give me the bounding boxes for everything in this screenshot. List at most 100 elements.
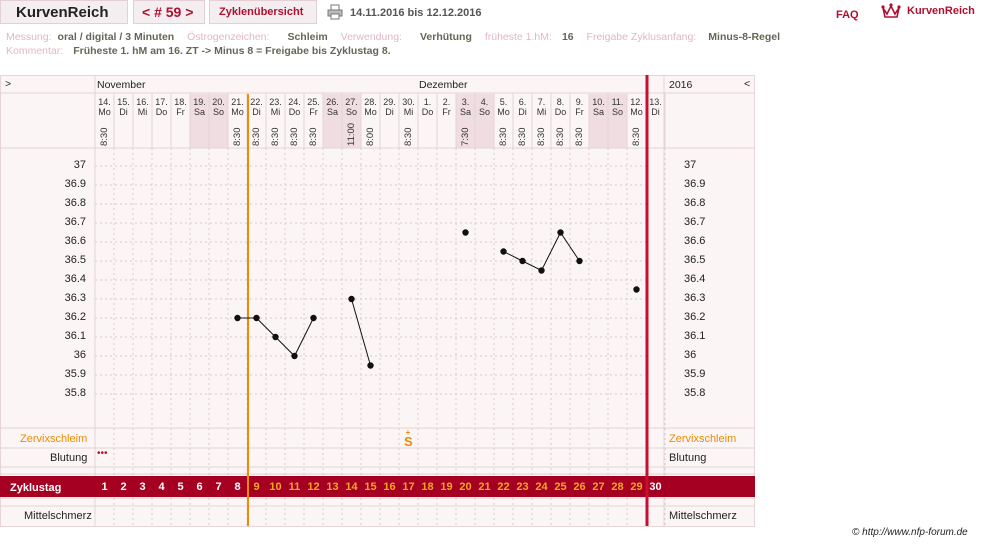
day-header[interactable]: 1. Do bbox=[418, 97, 437, 117]
cycle-day-number[interactable]: 1 bbox=[101, 481, 108, 493]
day-header[interactable]: 6. Di bbox=[513, 97, 532, 117]
cycle-day-number[interactable]: 30 bbox=[649, 481, 662, 493]
day-header[interactable]: 3. Sa bbox=[456, 97, 475, 117]
oestrogen-label: Östrogenzeichen: bbox=[187, 31, 270, 43]
cycle-day-number[interactable]: 28 bbox=[611, 481, 624, 493]
y-tick-label-right: 36.5 bbox=[684, 254, 706, 266]
day-header[interactable]: 4. So bbox=[475, 97, 494, 117]
overview-tab[interactable] bbox=[209, 0, 317, 24]
cycle-day-number[interactable]: 26 bbox=[573, 481, 586, 493]
y-tick-label-right: 36.3 bbox=[684, 292, 706, 304]
day-weekday: Di bbox=[385, 107, 394, 117]
brand-tab[interactable] bbox=[0, 0, 128, 24]
cycle-day-number[interactable]: 22 bbox=[497, 481, 510, 493]
day-header[interactable]: 13. Di bbox=[646, 97, 665, 117]
weekend-shade bbox=[342, 94, 361, 148]
day-header[interactable]: 10. Sa bbox=[589, 97, 608, 117]
day-header[interactable]: 11. So bbox=[608, 97, 627, 117]
cycle-day-number[interactable]: 17 bbox=[402, 481, 415, 493]
cycle-day-number[interactable]: 2 bbox=[120, 481, 127, 493]
print-icon[interactable] bbox=[327, 4, 343, 20]
day-header[interactable]: 5. Mo bbox=[494, 97, 513, 117]
temperature-point bbox=[272, 333, 279, 341]
measurement-time: 8:30 bbox=[232, 127, 243, 147]
day-header[interactable]: 18. Fr bbox=[171, 97, 190, 117]
cycle-day-number[interactable]: 10 bbox=[269, 481, 282, 493]
measurement-time: 8:30 bbox=[536, 127, 547, 147]
measurement-time: 8:30 bbox=[99, 127, 110, 147]
cycle-day-number[interactable]: 25 bbox=[554, 481, 567, 493]
day-header[interactable]: 2. Fr bbox=[437, 97, 456, 117]
cycle-nav-tab[interactable] bbox=[133, 0, 205, 24]
day-header[interactable]: 25. Fr bbox=[304, 97, 323, 117]
day-header[interactable]: 30. Mi bbox=[399, 97, 418, 117]
cycle-day-number[interactable]: 29 bbox=[630, 481, 643, 493]
day-header[interactable]: 9. Fr bbox=[570, 97, 589, 117]
y-tick-label: 35.9 bbox=[64, 368, 86, 380]
cycle-day-number[interactable]: 18 bbox=[421, 481, 434, 493]
cycle-day-number[interactable]: 15 bbox=[364, 481, 377, 493]
zervix-row-label: Zervixschleim bbox=[20, 433, 88, 445]
weekend-shade bbox=[190, 94, 209, 148]
cycle-day-number[interactable]: 9 bbox=[253, 481, 260, 493]
faq-link[interactable]: FAQ bbox=[836, 9, 859, 21]
day-header[interactable]: 14. Mo bbox=[95, 97, 114, 117]
y-tick-label-right: 36.1 bbox=[684, 330, 706, 342]
month-november: November bbox=[97, 79, 146, 91]
day-header[interactable]: 17. Do bbox=[152, 97, 171, 117]
cycle-day-number[interactable]: 16 bbox=[383, 481, 396, 493]
day-date: 30. bbox=[402, 97, 415, 107]
bleeding-marker[interactable]: ••• bbox=[97, 448, 108, 459]
day-header[interactable]: 15. Di bbox=[114, 97, 133, 117]
y-tick-label: 36.2 bbox=[64, 311, 86, 323]
cycle-day-number[interactable]: 8 bbox=[234, 481, 241, 493]
y-tick-label-right: 37 bbox=[684, 159, 697, 171]
y-tick-label-right: 36.8 bbox=[684, 197, 706, 209]
measurement-time: 8:30 bbox=[631, 127, 642, 147]
cycle-day-number[interactable]: 4 bbox=[158, 481, 165, 493]
cycle-day-number[interactable]: 14 bbox=[345, 481, 358, 493]
day-date: 22. bbox=[250, 97, 263, 107]
day-header[interactable]: 19. Sa bbox=[190, 97, 209, 117]
weekend-shade bbox=[608, 94, 627, 148]
cycle-day-number[interactable]: 6 bbox=[196, 481, 203, 493]
day-header[interactable]: 21. Mo bbox=[228, 97, 247, 117]
temperature-point bbox=[557, 229, 564, 236]
day-header[interactable]: 29. Di bbox=[380, 97, 399, 117]
y-tick-label: 37 bbox=[73, 159, 86, 171]
nav-prev-cycle[interactable]: > bbox=[5, 78, 12, 90]
day-weekday: Di bbox=[252, 107, 261, 117]
day-weekday: Sa bbox=[592, 107, 604, 117]
day-header[interactable]: 23. Mi bbox=[266, 97, 285, 117]
day-header[interactable]: 12. Mo bbox=[627, 97, 646, 117]
nav-next-cycle[interactable]: < bbox=[744, 78, 751, 90]
day-date: 20. bbox=[212, 97, 225, 107]
cycle-day-number[interactable]: 7 bbox=[215, 481, 222, 493]
cycle-day-number[interactable]: 3 bbox=[139, 481, 146, 493]
temperature-point bbox=[348, 295, 355, 303]
cycle-day-number[interactable]: 23 bbox=[516, 481, 529, 493]
day-header[interactable]: 16. Mi bbox=[133, 97, 152, 117]
day-header[interactable]: 28. Mo bbox=[361, 97, 380, 117]
day-header[interactable]: 24. Do bbox=[285, 97, 304, 117]
day-header[interactable]: 27. So bbox=[342, 97, 361, 117]
cycle-day-number[interactable]: 21 bbox=[478, 481, 491, 493]
cycle-day-number[interactable]: 5 bbox=[177, 481, 184, 493]
day-header[interactable]: 26. Sa bbox=[323, 97, 342, 117]
cycle-day-number[interactable]: 19 bbox=[440, 481, 453, 493]
cycle-day-number[interactable]: 11 bbox=[288, 481, 301, 493]
day-header[interactable]: 7. Mi bbox=[532, 97, 551, 117]
cycle-day-number[interactable]: 13 bbox=[326, 481, 339, 493]
cycle-number-nav[interactable]: < # 59 > bbox=[142, 4, 194, 20]
day-header[interactable]: 8. Do bbox=[551, 97, 570, 117]
overview-link[interactable]: Zyklenübersicht bbox=[219, 6, 304, 18]
day-date: 25. bbox=[307, 97, 320, 107]
cycle-day-number[interactable]: 27 bbox=[592, 481, 605, 493]
day-weekday: Sa bbox=[326, 107, 338, 117]
cycle-day-number[interactable]: 12 bbox=[307, 481, 320, 493]
cycle-day-number[interactable]: 24 bbox=[535, 481, 548, 493]
day-header[interactable]: 22. Di bbox=[247, 97, 266, 117]
day-weekday: Do bbox=[288, 107, 301, 117]
cycle-day-number[interactable]: 20 bbox=[459, 481, 472, 493]
day-header[interactable]: 20. So bbox=[209, 97, 228, 117]
